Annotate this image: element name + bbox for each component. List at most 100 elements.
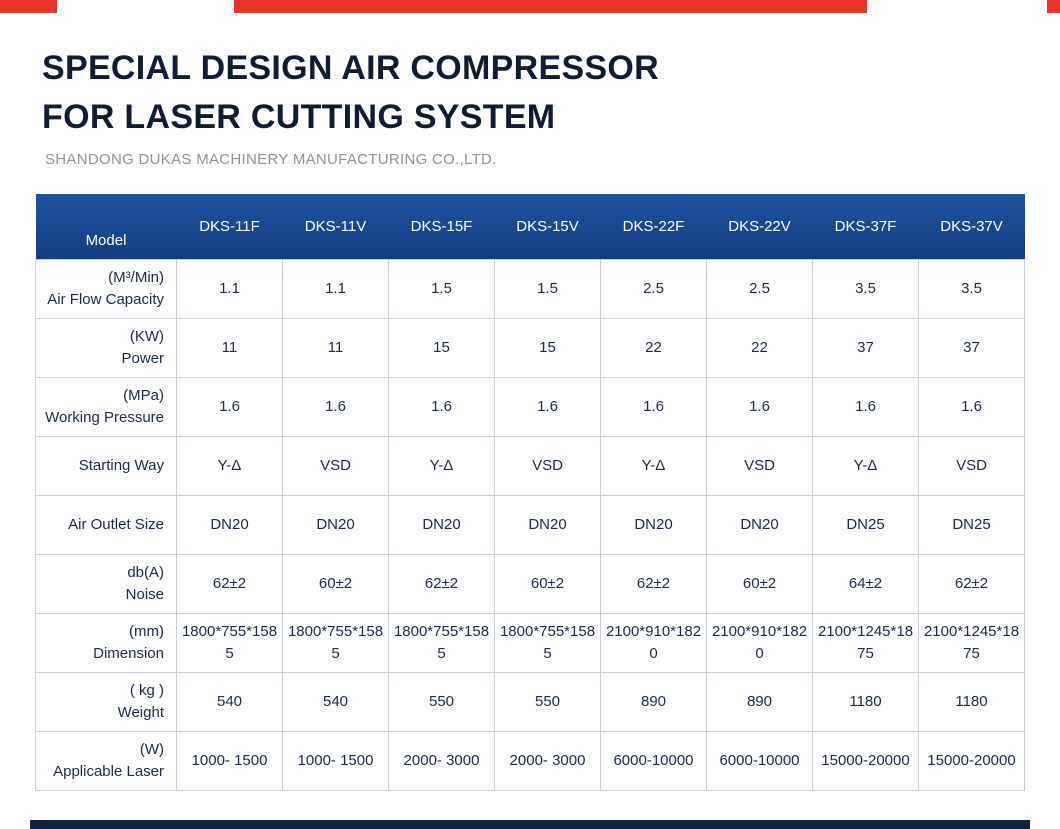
row-unit: ( kg ) <box>129 681 164 699</box>
spec-row: (KW) Power 11 11 15 15 22 22 37 37 <box>35 317 1025 378</box>
spec-value-cell: 1.6 <box>600 376 707 437</box>
spec-value-cell: 1000- 1500 <box>282 730 389 791</box>
company-name: SHANDONG DUKAS MACHINERY MANUFACTURING C… <box>45 150 497 168</box>
ribbon-gap <box>57 0 234 13</box>
spec-value-cell: 1.1 <box>176 258 283 319</box>
spec-value-cell: DN20 <box>494 494 601 555</box>
spec-value-cell: VSD <box>918 435 1025 496</box>
spec-value-cell: 550 <box>388 671 495 732</box>
model-variant-header: DKS-37F <box>812 193 919 260</box>
spec-value-cell: 890 <box>706 671 813 732</box>
spec-value-cell: 1.5 <box>494 258 601 319</box>
spec-value-cell: 11 <box>282 317 389 378</box>
spec-value-cell: 1.6 <box>812 376 919 437</box>
spec-value-cell: 540 <box>176 671 283 732</box>
spec-value-cell: 890 <box>600 671 707 732</box>
spec-value-cell: DN20 <box>600 494 707 555</box>
spec-value-cell: 1800*755*1585 <box>388 612 495 673</box>
row-unit: (M³/Min) <box>108 268 164 286</box>
row-label-cell: (KW) Power <box>35 317 177 378</box>
spec-value-cell: 15000-20000 <box>918 730 1025 791</box>
spec-row: (M³/Min) Air Flow Capacity 1.1 1.1 1.5 1.5 2.5… <box>35 258 1025 319</box>
spec-value-cell: 62±2 <box>918 553 1025 614</box>
spec-value-cell: 60±2 <box>282 553 389 614</box>
model-variant-header: DKS-15V <box>494 193 601 260</box>
spec-value-cell: DN20 <box>388 494 495 555</box>
spec-value-cell: Y-Δ <box>812 435 919 496</box>
spec-value-cell: 1.6 <box>176 376 283 437</box>
spec-value-cell: DN20 <box>706 494 813 555</box>
spec-row: Starting Way Y-Δ VSD Y-Δ VSD Y-Δ VSD Y-Δ VSD <box>35 435 1025 496</box>
spec-row: (MPa) Working Pressure 1.6 1.6 1.6 1.6 1.6 1.6 1… <box>35 376 1025 437</box>
row-unit: db(A) <box>127 563 164 581</box>
spec-value-cell: 1.6 <box>388 376 495 437</box>
spec-value-cell: 3.5 <box>918 258 1025 319</box>
spec-table: Model DKS-11F DKS-11V DKS-15F DKS-15V DKS-22F… <box>35 193 1025 791</box>
title-line-1: SPECIAL DESIGN AIR COMPRESSOR <box>42 49 660 87</box>
row-label: Air Outlet Size <box>68 515 164 533</box>
spec-value-cell: 64±2 <box>812 553 919 614</box>
spec-value-cell: 2100*1245*1875 <box>812 612 919 673</box>
ribbon-red-segment <box>0 0 57 13</box>
model-variant-header: DKS-37V <box>918 193 1025 260</box>
spec-value-cell: 2100*910*1820 <box>600 612 707 673</box>
spec-value-cell: 6000-10000 <box>600 730 707 791</box>
row-unit: (KW) <box>129 327 164 345</box>
bottom-bar <box>30 820 1030 829</box>
spec-value-cell: 60±2 <box>494 553 601 614</box>
row-label: Dimension <box>93 644 164 662</box>
row-label: Air Flow Capacity <box>47 290 164 308</box>
row-label-cell: ( kg ) Weight <box>35 671 177 732</box>
spec-value-cell: 550 <box>494 671 601 732</box>
model-variant-header: DKS-11F <box>176 193 283 260</box>
spec-value-cell: DN20 <box>282 494 389 555</box>
spec-value-cell: Y-Δ <box>176 435 283 496</box>
spec-value-cell: 1.6 <box>706 376 813 437</box>
spec-value-cell: Y-Δ <box>388 435 495 496</box>
row-label-cell: (mm) Dimension <box>35 612 177 673</box>
spec-value-cell: 540 <box>282 671 389 732</box>
row-label-cell: (MPa) Working Pressure <box>35 376 177 437</box>
ribbon-red-segment <box>1047 0 1060 13</box>
spec-table-head: Model DKS-11F DKS-11V DKS-15F DKS-15V DKS-22F… <box>35 193 1025 260</box>
spec-value-cell: 15 <box>388 317 495 378</box>
spec-value-cell: 1800*755*1585 <box>176 612 283 673</box>
row-label: Weight <box>117 703 164 721</box>
ribbon-red-segment <box>234 0 867 13</box>
spec-row: (mm) Dimension 1800*755*1585 1800*755*1585 1… <box>35 612 1025 673</box>
spec-value-cell: 22 <box>706 317 813 378</box>
spec-value-cell: 1.6 <box>494 376 601 437</box>
spec-value-cell: 2100*910*1820 <box>706 612 813 673</box>
spec-value-cell: DN20 <box>176 494 283 555</box>
spec-value-cell: 1180 <box>812 671 919 732</box>
spec-row: Air Outlet Size DN20 DN20 DN20 DN20 DN20 DN20 D… <box>35 494 1025 555</box>
spec-value-cell: 60±2 <box>706 553 813 614</box>
spec-value-cell: 15 <box>494 317 601 378</box>
spec-value-cell: 6000-10000 <box>706 730 813 791</box>
spec-table-head-row: Model DKS-11F DKS-11V DKS-15F DKS-15V DKS-22F… <box>35 193 1025 260</box>
spec-row: ( kg ) Weight 540 540 550 550 890 890 1180 1180 <box>35 671 1025 732</box>
spec-row: (W) Applicable Laser 1000- 1500 1000- 1500 2… <box>35 730 1025 791</box>
model-variant-header: DKS-22F <box>600 193 707 260</box>
title-line-2: FOR LASER CUTTING SYSTEM <box>42 98 556 137</box>
page-title: SPECIAL DESIGN AIR COMPRESSOR FOR LASER … <box>42 44 1060 143</box>
spec-value-cell: 62±2 <box>600 553 707 614</box>
row-label-cell: Air Outlet Size <box>35 494 177 555</box>
spec-value-cell: 62±2 <box>388 553 495 614</box>
spec-value-cell: 1000- 1500 <box>176 730 283 791</box>
row-label: Applicable Laser <box>53 762 164 780</box>
spec-value-cell: 1.6 <box>918 376 1025 437</box>
spec-value-cell: 37 <box>812 317 919 378</box>
row-label: Noise <box>125 585 164 603</box>
spec-value-cell: 3.5 <box>812 258 919 319</box>
row-label-cell: (M³/Min) Air Flow Capacity <box>35 258 177 319</box>
spec-value-cell: 1.6 <box>282 376 389 437</box>
row-label: Working Pressure <box>45 408 164 426</box>
row-unit: (MPa) <box>123 386 164 404</box>
spec-row: db(A) Noise 62±2 60±2 62±2 60±2 62±2 60±2 64±2 62… <box>35 553 1025 614</box>
spec-value-cell: 37 <box>918 317 1025 378</box>
spec-table-body: (M³/Min) Air Flow Capacity 1.1 1.1 1.5 1.5 2.5… <box>35 258 1025 791</box>
spec-value-cell: 1800*755*1585 <box>282 612 389 673</box>
spec-value-cell: 2000- 3000 <box>388 730 495 791</box>
